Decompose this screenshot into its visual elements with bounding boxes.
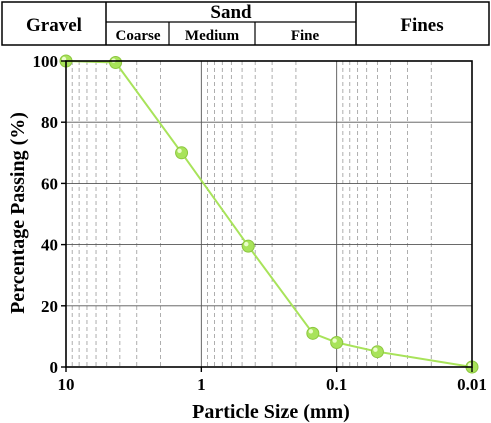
header-sand: Sand	[210, 2, 252, 23]
data-series	[59, 54, 479, 374]
grid-lines	[65, 60, 473, 368]
y-tick-label: 100	[33, 52, 59, 71]
data-point-highlight	[373, 347, 378, 352]
header-medium: Medium	[185, 28, 240, 44]
x-tick-label: 10	[58, 375, 75, 394]
data-point-highlight	[467, 362, 473, 368]
data-point-highlight	[61, 56, 67, 62]
x-axis-label: Particle Size (mm)	[192, 401, 350, 423]
x-tick-label: 1	[197, 375, 206, 394]
y-tick-label: 20	[41, 297, 58, 316]
data-point-highlight	[177, 148, 182, 153]
data-point	[241, 239, 255, 253]
plot-frame	[65, 60, 473, 368]
x-tick-label: 0.1	[326, 375, 347, 394]
data-point	[370, 345, 384, 359]
data-point	[175, 146, 189, 160]
y-tick-label: 40	[41, 236, 58, 255]
y-tick-label: 60	[41, 174, 58, 193]
data-point	[109, 56, 123, 70]
y-axis-label: Percentage Passing (%)	[7, 112, 29, 314]
data-point	[330, 336, 344, 350]
data-point-highlight	[332, 338, 337, 343]
y-tick-label: 80	[41, 113, 58, 132]
x-tick-label: 0.01	[457, 375, 487, 394]
data-point	[306, 326, 320, 340]
series-line	[65, 60, 473, 368]
data-point-highlight	[308, 329, 314, 334]
header-coarse: Coarse	[116, 28, 161, 44]
header-frame	[1, 1, 490, 46]
header-fines: Fines	[400, 15, 443, 36]
soil-class-header: Gravel Sand Coarse Medium Fine Fines	[1, 1, 490, 46]
header-gravel: Gravel	[26, 15, 82, 36]
header-fine: Fine	[291, 28, 320, 44]
y-tick-label: 0	[50, 358, 59, 377]
data-point-highlight	[244, 241, 249, 247]
axes: 0 20 40 60 80 100 10 1 0.1 0.01	[33, 52, 487, 394]
